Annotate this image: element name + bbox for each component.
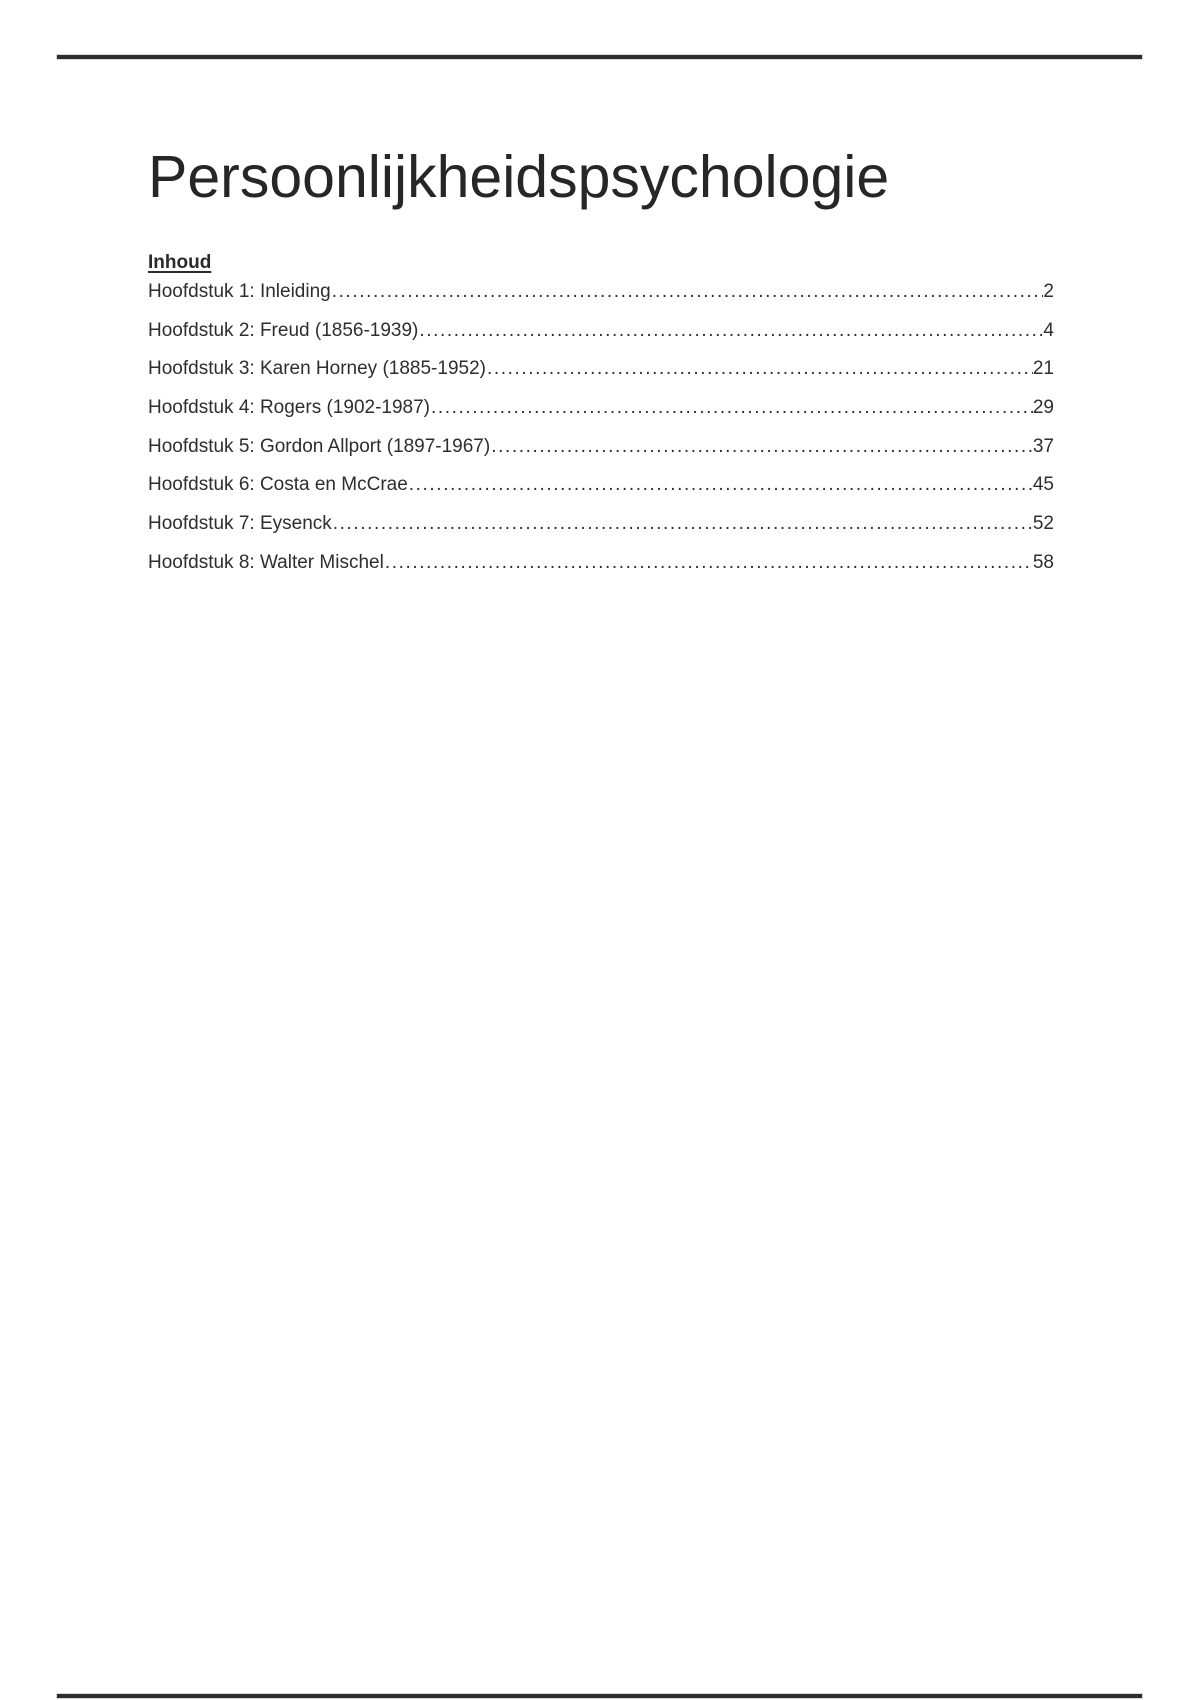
toc-dot-leader: ........................................… [431, 397, 1033, 419]
page-title: Persoonlijkheidspsychologie [148, 144, 890, 210]
toc-entry-label: Hoofdstuk 6: Costa en McCrae [148, 474, 408, 496]
toc-dot-leader: ........................................… [491, 435, 1033, 457]
toc-entry: Hoofdstuk 6: Costa en McCrae ...........… [148, 474, 1054, 495]
toc-entry-label: Hoofdstuk 8: Walter Mischel [148, 551, 384, 573]
toc-dot-leader: ........................................… [419, 319, 1043, 341]
toc-dot-leader: ........................................… [486, 358, 1033, 380]
toc-entry-label: Hoofdstuk 7: Eysenck [148, 513, 332, 535]
toc-entry: Hoofdstuk 2: Freud (1856-1939) .........… [148, 320, 1054, 341]
toc-heading: Inhoud [148, 252, 212, 273]
toc-entry-page-number: 37 [1032, 435, 1054, 457]
toc-entry-page-number: 58 [1032, 551, 1054, 573]
toc-entry: Hoofdstuk 7: Eysenck ...................… [148, 513, 1054, 534]
toc-entry: Hoofdstuk 4: Rogers (1902-1987) ........… [148, 397, 1054, 418]
toc-entry-label: Hoofdstuk 3: Karen Horney (1885-1952) [148, 358, 486, 380]
toc-entry-label: Hoofdstuk 2: Freud (1856-1939) [148, 319, 419, 341]
toc-entry-page-number: 45 [1032, 474, 1054, 496]
toc-entry-page-number: 29 [1032, 397, 1054, 419]
toc-dot-leader: ........................................… [384, 551, 1033, 573]
toc-entry-label: Hoofdstuk 4: Rogers (1902-1987) [148, 397, 430, 419]
toc-entry-page-number: 21 [1032, 358, 1054, 380]
toc-entry: Hoofdstuk 5: Gordon Allport (1897-1967) … [148, 436, 1054, 457]
toc-dot-leader: ........................................… [408, 474, 1033, 496]
toc-entry: Hoofdstuk 8: Walter Mischel ............… [148, 552, 1054, 573]
toc-entry-page-number: 2 [1043, 281, 1054, 302]
toc-entry: Hoofdstuk 3: Karen Horney (1885-1952) ..… [148, 358, 1054, 379]
page-content: Persoonlijkheidspsychologie Inhoud Hoofd… [148, 145, 1054, 591]
toc-entry-page-number: 52 [1032, 513, 1054, 535]
toc-entry-label: Hoofdstuk 1: Inleiding [148, 281, 331, 302]
toc-dot-leader: ........................................… [332, 513, 1033, 535]
page-bottom-rule [57, 1694, 1142, 1698]
toc-entry: Hoofdstuk 1: Inleiding .................… [148, 281, 1054, 302]
table-of-contents: Hoofdstuk 1: Inleiding .................… [148, 281, 1054, 573]
page-top-rule [57, 55, 1142, 59]
toc-entry-label: Hoofdstuk 5: Gordon Allport (1897-1967) [148, 435, 491, 457]
toc-dot-leader: ........................................… [331, 281, 1044, 302]
toc-entry-page-number: 4 [1043, 319, 1054, 341]
